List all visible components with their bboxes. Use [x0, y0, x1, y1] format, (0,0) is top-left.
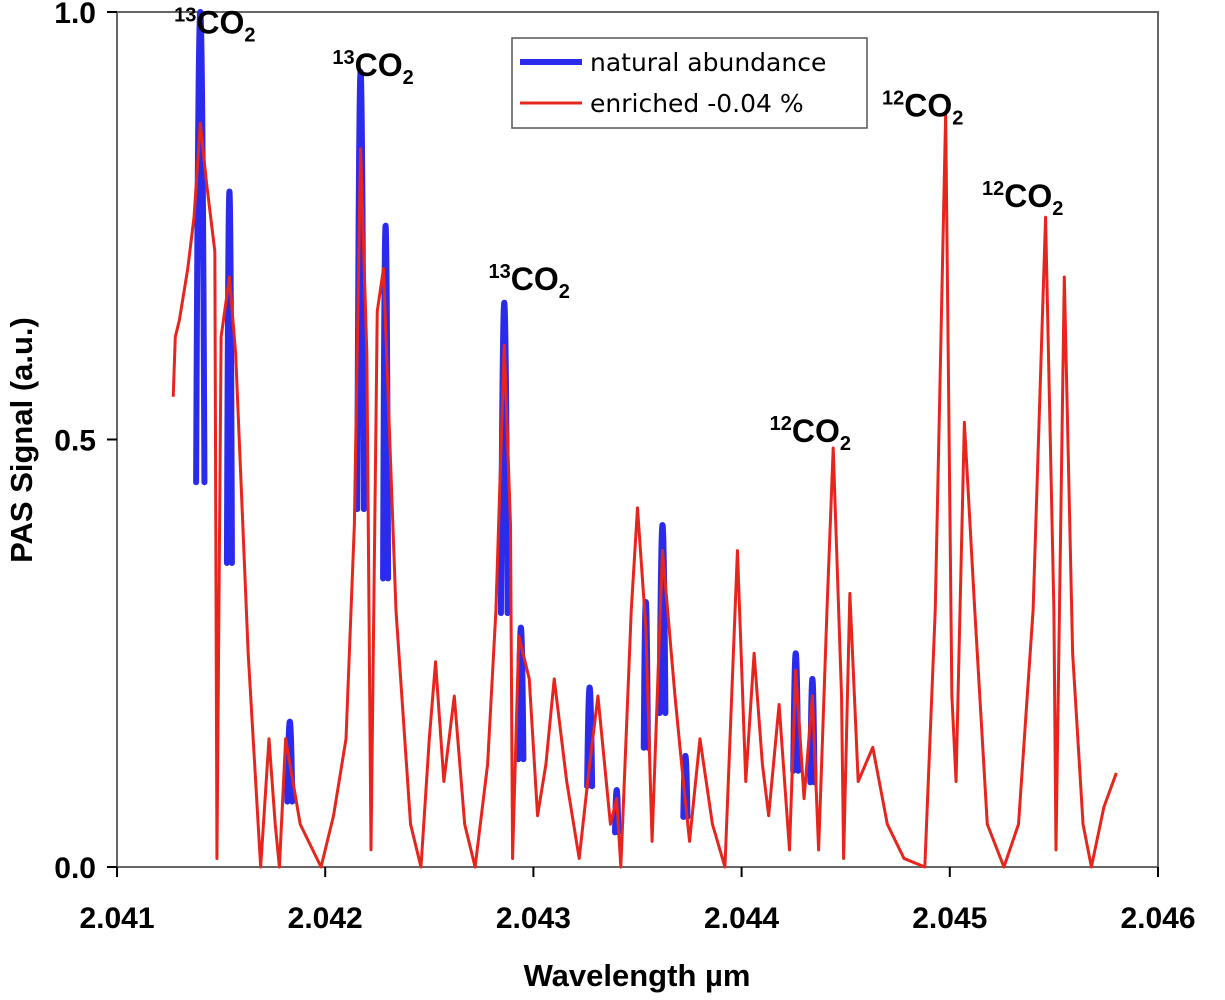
- y-tick-label: 0.0: [54, 852, 96, 885]
- x-tick-label: 2.042: [288, 902, 363, 935]
- y-tick-label: 1.0: [54, 0, 96, 30]
- series-natural-abundance-peak: [193, 9, 208, 486]
- x-tick-labels: 2.041 2.042 2.043 2.044 2.045 2.046: [79, 902, 1195, 935]
- y-tick-label: 0.5: [54, 425, 96, 458]
- x-tick-label: 2.041: [79, 902, 154, 935]
- series-natural-abundance-peak: [584, 684, 596, 790]
- peak-label-13co2: 13CO2: [174, 4, 255, 46]
- legend-label-natural: natural abundance: [590, 48, 826, 77]
- x-tick-label: 2.043: [496, 902, 571, 935]
- series-natural-abundance-peak: [515, 624, 527, 763]
- peak-label-13co2: 13CO2: [489, 261, 570, 303]
- x-tick-label: 2.044: [704, 902, 779, 935]
- axis-ticks: [107, 11, 1159, 877]
- legend-box: [511, 37, 868, 129]
- plot-frame: [116, 11, 1159, 868]
- y-tick-labels: 0.0 0.5 1.0: [54, 0, 96, 885]
- series-enriched-line: [171, 113, 1118, 869]
- peak-annotations: 13CO2 13CO2 13CO2 12CO2 12CO2 12CO2: [174, 4, 1063, 455]
- legend: natural abundance enriched -0.04 %: [511, 37, 868, 129]
- peak-label-12co2: 12CO2: [982, 178, 1063, 220]
- legend-label-enriched: enriched -0.04 %: [590, 89, 804, 118]
- series-natural-abundance-peak: [223, 188, 235, 567]
- y-axis-title: PAS Signal (a.u.): [4, 317, 39, 563]
- x-axis-title: Wavelength µm: [524, 958, 751, 993]
- x-tick-label: 2.045: [912, 902, 987, 935]
- peak-label-12co2: 12CO2: [882, 87, 963, 129]
- peak-label-12co2: 12CO2: [770, 413, 851, 455]
- peak-label-13co2: 13CO2: [332, 47, 413, 89]
- x-tick-label: 2.046: [1120, 902, 1195, 935]
- plot-area: [171, 9, 1118, 869]
